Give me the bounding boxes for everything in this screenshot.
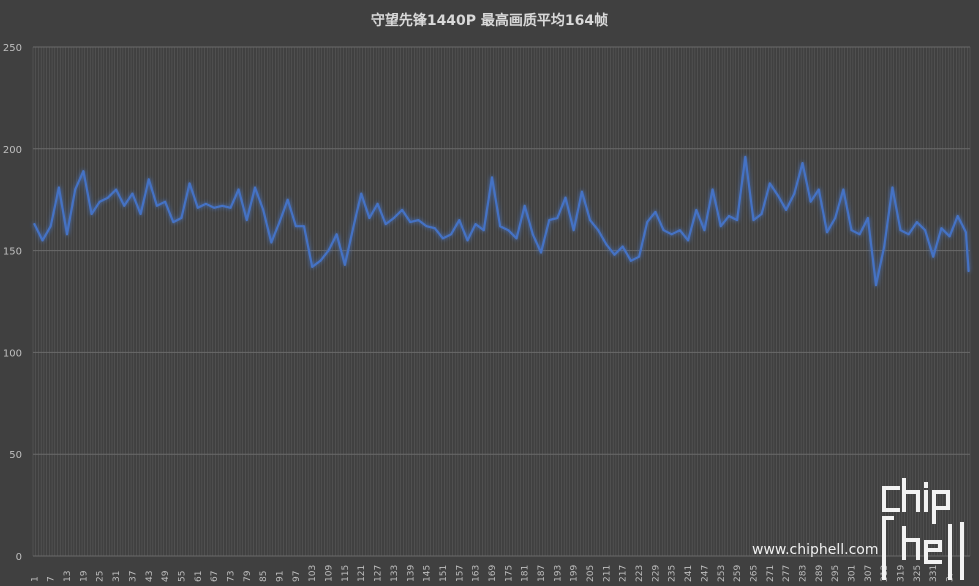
x-tick-label: 13 — [63, 571, 73, 582]
x-tick-label: 283 — [798, 565, 808, 582]
x-tick-label: 133 — [390, 565, 400, 582]
x-tick-label: 97 — [292, 571, 302, 582]
x-tick-label: 331 — [929, 565, 939, 582]
x-tick-label: 109 — [325, 565, 335, 582]
x-tick-label: 241 — [684, 565, 694, 582]
x-tick-label: 187 — [537, 565, 547, 582]
x-tick-label: 73 — [226, 571, 236, 582]
x-tick-label: 103 — [308, 565, 318, 582]
x-tick-label: 175 — [504, 565, 514, 582]
x-tick-label: 37 — [128, 571, 138, 582]
x-tick-label: 193 — [553, 565, 563, 582]
x-tick-label: 277 — [782, 565, 792, 582]
chiphell-logo — [882, 478, 964, 580]
watermark-url: www.chiphell.com — [752, 542, 879, 558]
x-tick-label: 289 — [815, 565, 825, 582]
x-tick-label: 85 — [259, 571, 269, 582]
x-tick-label: 145 — [423, 565, 433, 582]
horizontal-gridlines — [33, 46, 970, 557]
x-tick-label: 301 — [848, 565, 858, 582]
y-tick-label: 0 — [16, 552, 22, 563]
x-tick-label: 157 — [455, 565, 465, 582]
x-tick-label: 265 — [749, 565, 759, 582]
y-tick-label: 250 — [3, 43, 22, 54]
x-tick-label: 19 — [79, 570, 89, 582]
series-line — [33, 155, 970, 287]
x-tick-label: 91 — [276, 571, 286, 582]
x-tick-label: 121 — [357, 565, 367, 582]
x-tick-label: 205 — [586, 565, 596, 582]
x-tick-label: 169 — [488, 565, 498, 582]
x-tick-label: 115 — [341, 565, 351, 582]
x-tick-label: 319 — [897, 565, 907, 582]
chart-title: 守望先锋1440P 最高画质平均164帧 — [370, 13, 609, 29]
y-tick-label: 150 — [3, 247, 22, 258]
x-tick-label: 127 — [374, 565, 384, 582]
y-tick-label: 200 — [3, 145, 22, 156]
x-tick-label: 211 — [602, 565, 612, 582]
series-layer — [33, 155, 970, 287]
y-tick-label: 50 — [9, 450, 22, 461]
x-tick-label: 67 — [210, 571, 220, 582]
y-axis-tick-labels: 0 50 100 150 200 250 — [3, 43, 22, 563]
x-tick-label: 43 — [145, 571, 155, 582]
x-tick-label: 235 — [668, 565, 678, 582]
y-tick-label: 100 — [3, 348, 22, 359]
x-tick-label: 181 — [521, 565, 531, 582]
x-axis-tick-labels: 1 7 13 19 25 31 37 43 49 55 61 67 73 79 85 91 97 103 109 11… — [30, 565, 955, 582]
x-tick-label: 253 — [717, 565, 727, 582]
x-tick-label: 25 — [96, 571, 106, 582]
x-tick-label: 271 — [766, 565, 776, 582]
x-tick-label: 163 — [472, 565, 482, 582]
x-tick-label: 139 — [406, 565, 416, 582]
x-tick-label: 325 — [913, 565, 923, 582]
x-tick-label: 307 — [864, 565, 874, 582]
x-tick-label: 61 — [194, 571, 204, 582]
x-tick-label: 295 — [831, 565, 841, 582]
vertical-gridlines — [32, 47, 971, 556]
x-tick-label: 217 — [619, 565, 629, 582]
x-tick-label: 7 — [47, 576, 57, 582]
x-tick-label: 199 — [570, 565, 580, 582]
x-tick-label: 79 — [243, 570, 253, 582]
x-tick-label: 31 — [112, 571, 122, 582]
x-tick-label: 229 — [651, 565, 661, 582]
x-tick-label: 1 — [30, 576, 40, 582]
x-tick-label: 247 — [700, 565, 710, 582]
x-tick-label: 223 — [635, 565, 645, 582]
x-tick-label: 259 — [733, 565, 743, 582]
x-tick-label: 55 — [177, 571, 187, 582]
x-tick-label: 49 — [161, 570, 171, 582]
x-tick-label: 151 — [439, 565, 449, 582]
